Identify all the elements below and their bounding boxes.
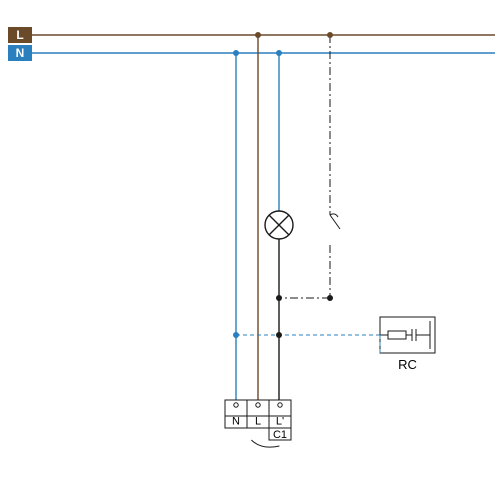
junction-dot — [233, 50, 239, 56]
junction-dot — [255, 32, 261, 38]
junction-dot — [233, 332, 239, 338]
svg-text:N: N — [232, 416, 240, 428]
rail-n-label: N — [16, 46, 25, 60]
svg-text:L: L — [255, 416, 261, 428]
svg-text:L': L' — [276, 416, 284, 428]
junction-dot — [276, 295, 282, 301]
junction-dot — [276, 332, 282, 338]
junction-dot — [276, 50, 282, 56]
wiring-diagram: LNRCNLL'C1 — [0, 0, 500, 500]
rc-label: RC — [398, 357, 417, 372]
rail-l-label: L — [16, 28, 23, 42]
junction-dot — [327, 32, 333, 38]
terminal-c1: C1 — [273, 429, 287, 441]
junction-dot — [327, 295, 333, 301]
